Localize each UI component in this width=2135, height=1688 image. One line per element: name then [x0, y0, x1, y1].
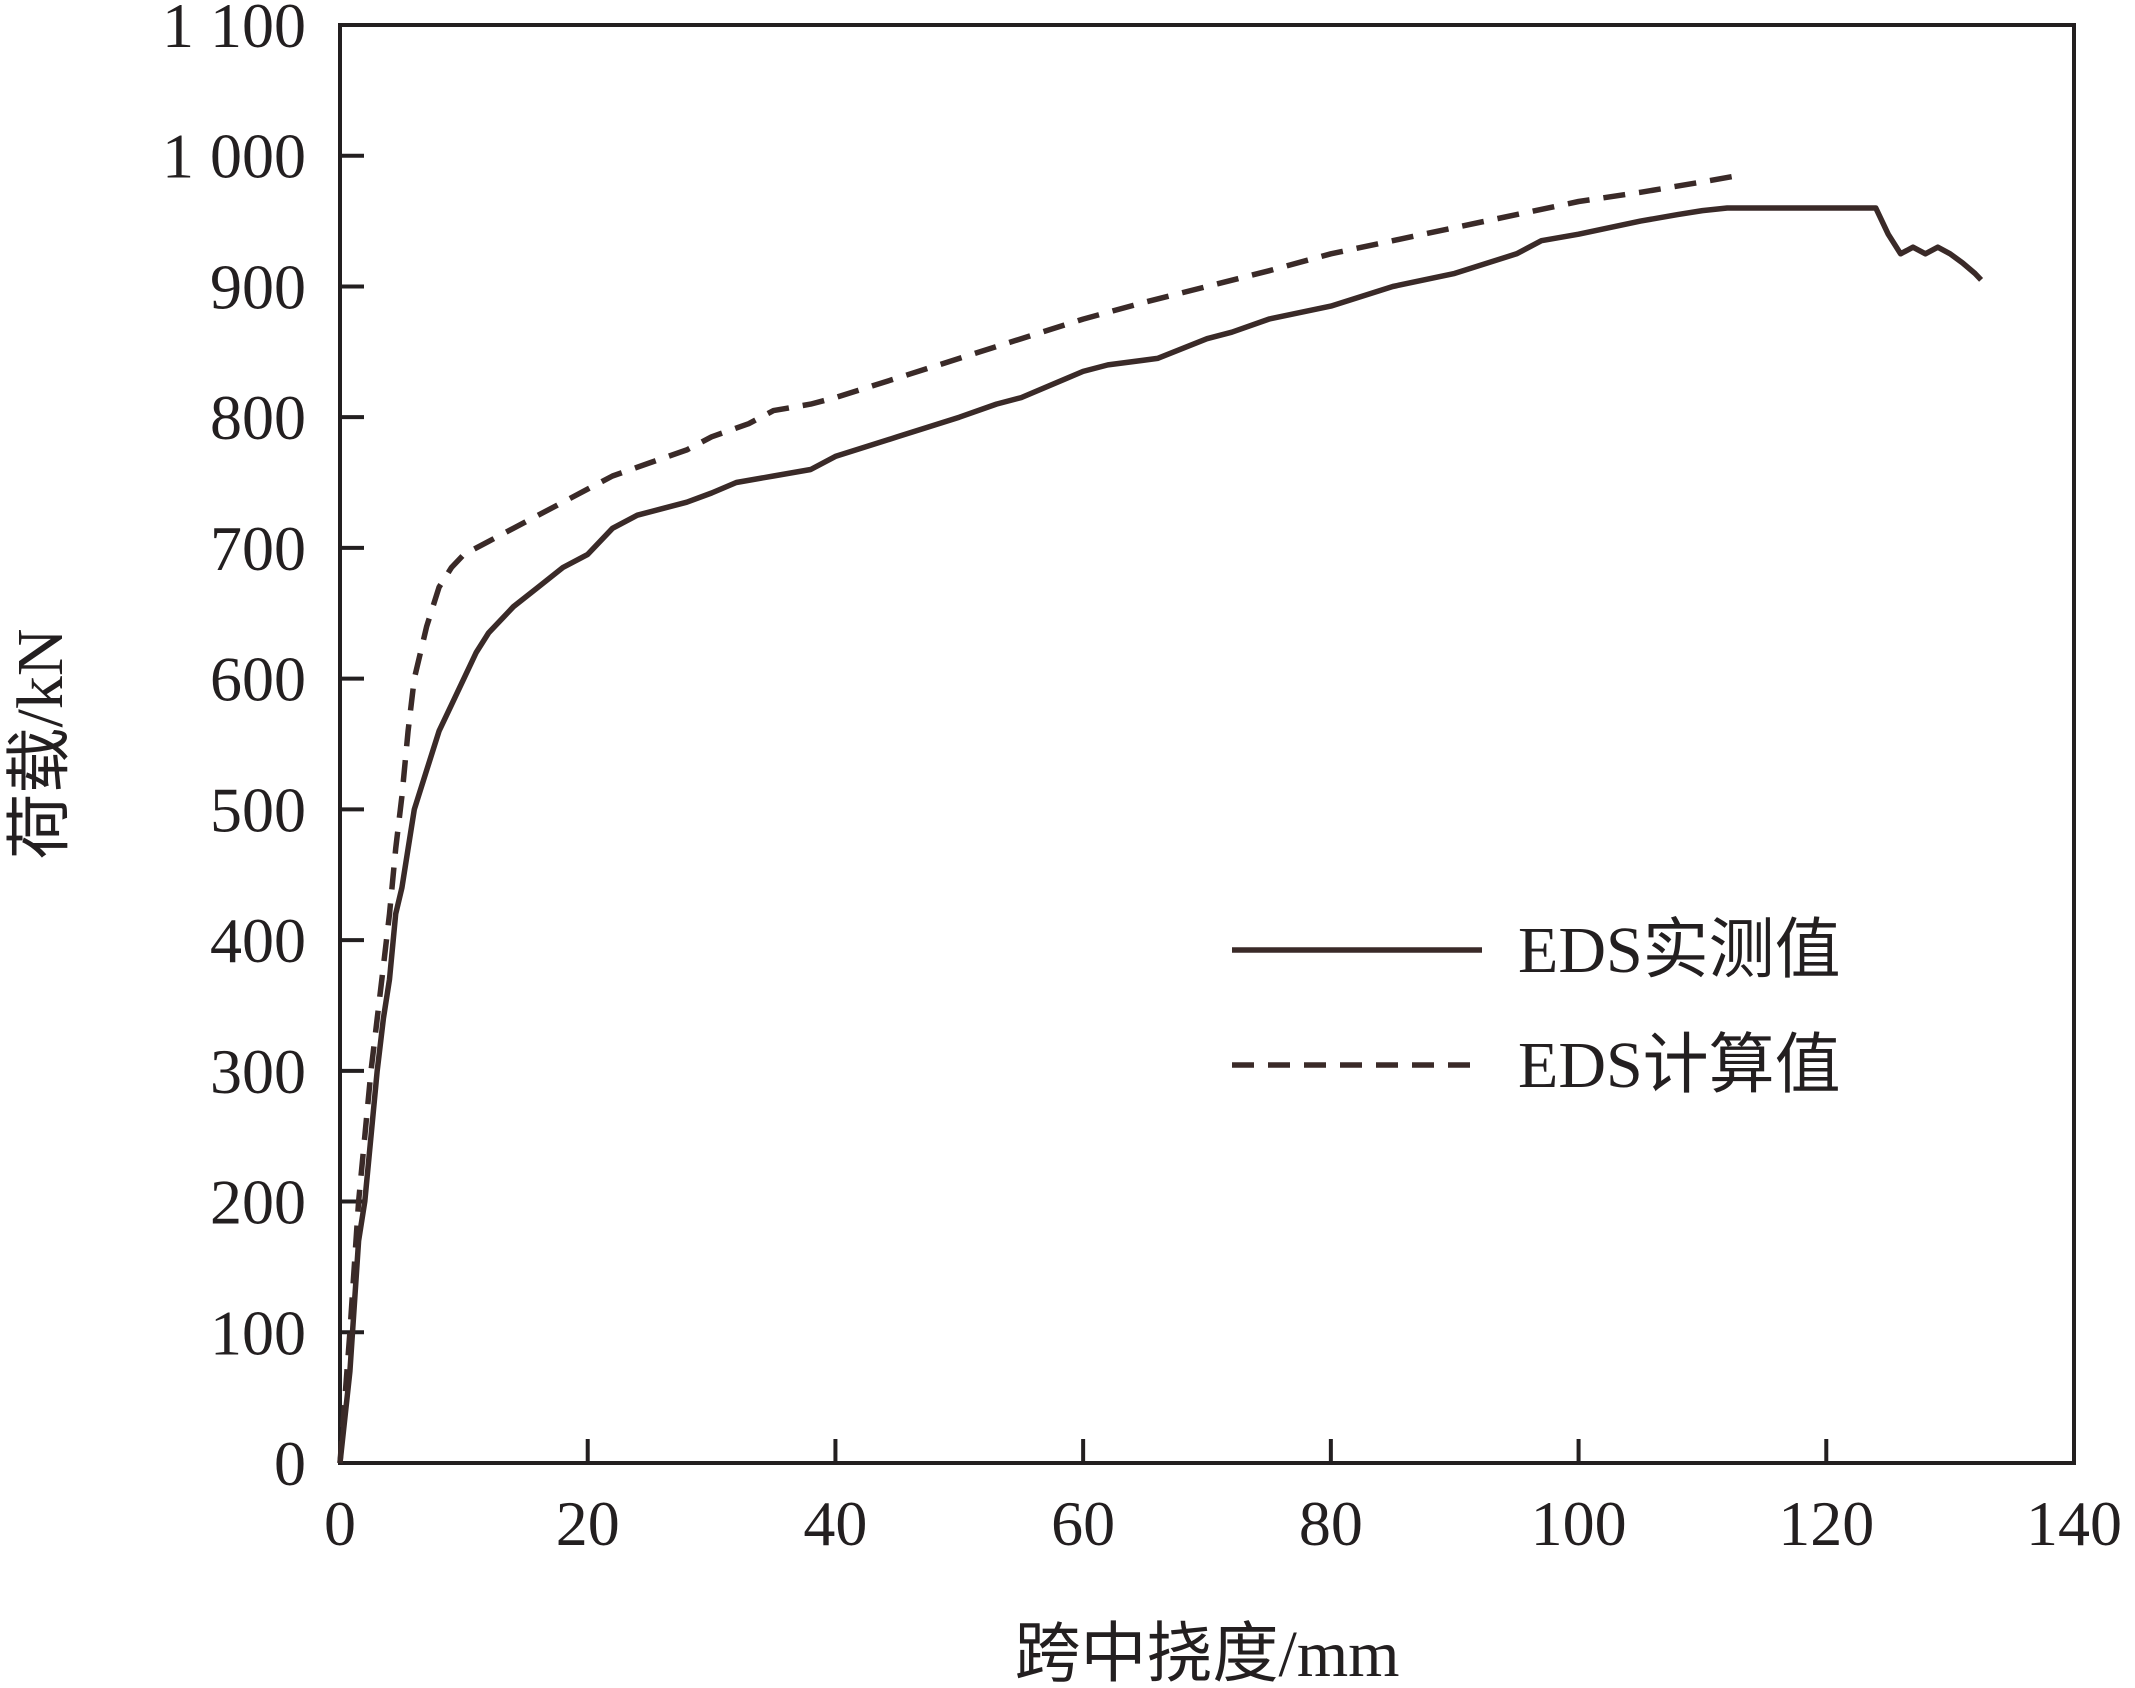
series-line-calculated [337, 172, 1741, 1464]
y-tick-label: 600 [210, 644, 306, 715]
x-tick-label: 20 [556, 1488, 620, 1559]
x-tick-label: 120 [1778, 1488, 1874, 1559]
y-tick-label: 0 [274, 1428, 306, 1499]
y-tick-label: 900 [210, 251, 306, 322]
y-axis-title: 荷载/kN [4, 629, 77, 860]
y-tick-label: 200 [210, 1167, 306, 1238]
y-tick-label: 1 000 [162, 121, 306, 192]
y-tick-label: 300 [210, 1036, 306, 1107]
legend-label-calculated: EDS计算值 [1518, 1029, 1841, 1102]
legend: EDS实测值 EDS计算值 [1232, 914, 1841, 1102]
y-tick-label: 1 100 [162, 0, 306, 61]
y-tick-label: 500 [210, 774, 306, 845]
x-tick-label: 40 [803, 1488, 867, 1559]
plot-frame [338, 23, 2076, 1465]
x-tick-label: 140 [2026, 1488, 2122, 1559]
series-layer [337, 172, 1984, 1464]
x-tick-label: 80 [1299, 1488, 1363, 1559]
y-tick-label: 800 [210, 382, 306, 453]
y-tick-label: 100 [210, 1297, 306, 1368]
series-line-measured [337, 205, 1984, 1464]
legend-label-measured: EDS实测值 [1518, 914, 1841, 987]
x-axis-title: 跨中挠度/mm [1014, 1618, 1399, 1688]
x-tick-label: 100 [1531, 1488, 1627, 1559]
y-tick-label: 400 [210, 905, 306, 976]
y-tick-label: 700 [210, 513, 306, 584]
x-axis-ticks: 0 20 40 60 80 100 120 140 [324, 1439, 2122, 1559]
x-tick-label: 0 [324, 1488, 356, 1559]
x-tick-label: 60 [1051, 1488, 1115, 1559]
y-axis-ticks: 0 100 200 300 400 500 600 700 800 900 1 000 1 100 [162, 0, 364, 1499]
